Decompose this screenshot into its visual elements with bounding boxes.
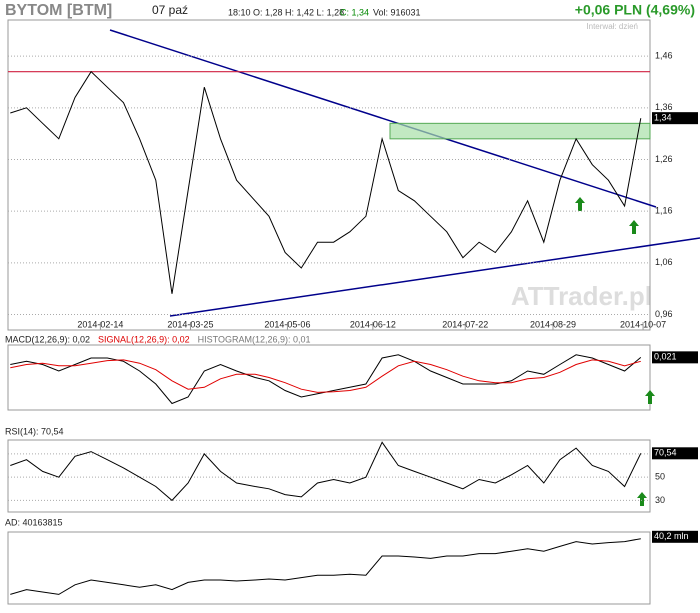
panel-title: MACD(12,26,9): 0,02	[5, 334, 90, 344]
last-box	[652, 351, 698, 364]
trendline	[109, 29, 657, 208]
change: +0,06 PLN (4,69%)	[575, 2, 695, 18]
quote-close: C: 1,34	[340, 7, 369, 17]
series-line	[10, 538, 641, 595]
y-tick-label: 1,26	[655, 154, 673, 164]
panel-title: RSI(14): 70,54	[5, 426, 64, 436]
last-box	[652, 447, 698, 460]
title: BYTOM [BTM]	[5, 2, 112, 19]
last-box	[652, 112, 698, 125]
y-tick-label: 1,36	[655, 102, 673, 112]
ad-frame	[7, 531, 651, 605]
volume: Vol: 916031	[373, 7, 421, 17]
last-label: 0,021	[654, 352, 677, 362]
interval: Interwał: dzień	[586, 22, 638, 31]
x-tick-label: 2014-07-22	[442, 319, 488, 329]
arrow	[575, 197, 585, 211]
date: 07 paź	[152, 3, 188, 17]
y-tick-label: 1,06	[655, 257, 673, 267]
arrows	[575, 197, 655, 506]
quote: 18:10 O: 1,28 H: 1,42 L: 1,28	[228, 7, 344, 17]
arrow	[645, 390, 655, 404]
y-tick-label: 1,46	[655, 51, 673, 61]
x-tick-label: 2014-08-29	[530, 319, 576, 329]
series-line	[10, 354, 642, 405]
series-line	[10, 70, 642, 294]
trendline	[169, 237, 700, 317]
panel-title: AD: 40163815	[5, 517, 63, 527]
x-tick-label: 2014-02-14	[77, 319, 123, 329]
y-tick-label: 50	[655, 472, 665, 482]
panel-title: SIGNAL(12,26,9): 0,02	[98, 334, 190, 344]
watermark: ATTrader.pl	[511, 281, 652, 311]
zone	[389, 122, 651, 140]
last-label: 1,34	[654, 113, 672, 123]
rsi-frame	[7, 439, 651, 513]
x-tick-label: 2014-05-06	[264, 319, 310, 329]
y-tick-label: 30	[655, 495, 665, 505]
arrow	[629, 220, 639, 234]
x-tick-label: 2014-10-07	[620, 319, 666, 329]
series-line	[10, 359, 641, 393]
y-tick-label: 1,16	[655, 206, 673, 216]
arrow	[637, 492, 647, 506]
panel-title: HISTOGRAM(12,26,9): 0,01	[198, 334, 311, 344]
last-label: 70,54	[654, 448, 677, 458]
last-label: 40,2 mln	[654, 531, 689, 541]
x-tick-label: 2014-03-25	[167, 319, 213, 329]
series-line	[10, 441, 642, 502]
x-tick-label: 2014-06-12	[350, 319, 396, 329]
y-tick-label: 0,96	[655, 309, 673, 319]
last-box	[652, 530, 698, 543]
price-frame	[7, 19, 651, 331]
macd-frame	[7, 344, 651, 411]
